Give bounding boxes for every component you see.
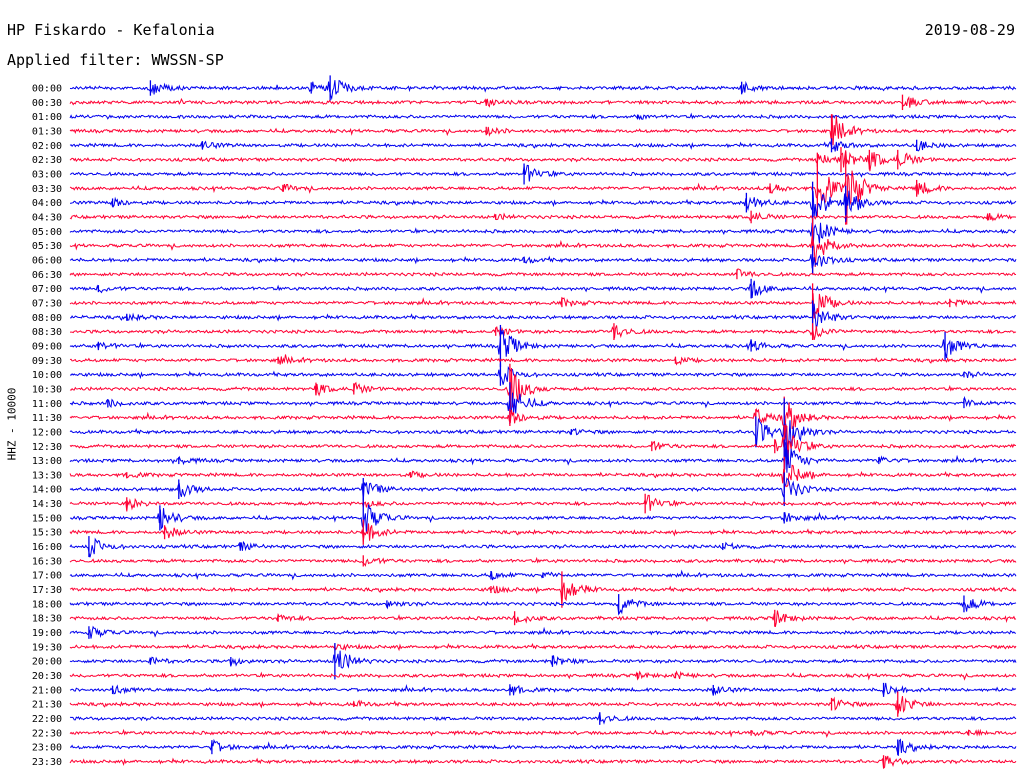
seismic-trace-row (69, 222, 1017, 249)
time-tick-label: 01:00 (32, 112, 62, 123)
time-tick-label: 21:30 (32, 700, 62, 711)
time-tick-label: 06:00 (32, 255, 62, 266)
time-tick-label: 07:30 (32, 298, 62, 309)
seismic-trace-row (69, 392, 1017, 414)
seismic-trace-row (69, 523, 1017, 542)
seismic-trace-row (69, 79, 1017, 101)
seismic-trace-row (69, 280, 1017, 298)
time-tick-label: 06:30 (32, 270, 62, 281)
time-tick-label: 03:30 (32, 184, 62, 195)
time-tick-label: 20:00 (32, 657, 62, 668)
seismic-trace-row (69, 211, 1017, 222)
time-tick-label: 13:30 (32, 470, 62, 481)
time-tick-label: 04:30 (32, 212, 62, 223)
seismic-trace-row (69, 625, 1017, 639)
seismic-trace-row (69, 696, 1017, 714)
time-tick-label: 09:00 (32, 341, 62, 352)
seismic-trace-row (69, 442, 1017, 473)
time-tick-label: 14:00 (32, 485, 62, 496)
time-tick-label: 12:00 (32, 427, 62, 438)
seismic-trace-row (69, 114, 1017, 146)
time-tick-label: 21:00 (32, 685, 62, 696)
seismic-trace-row (69, 254, 1017, 269)
seismic-trace-row (69, 464, 1017, 488)
seismic-trace-row (69, 402, 1017, 440)
time-tick-label: 08:30 (32, 327, 62, 338)
seismic-trace-row (69, 537, 1017, 558)
seismic-trace-row (69, 712, 1017, 725)
time-tick-label: 09:30 (32, 356, 62, 367)
time-tick-label: 07:00 (32, 284, 62, 295)
time-tick-label: 03:00 (32, 169, 62, 180)
time-tick-label: 02:30 (32, 155, 62, 166)
time-tick-label: 15:30 (32, 528, 62, 539)
seismic-trace-row (69, 112, 1017, 121)
time-tick-label: 23:30 (32, 757, 62, 768)
seismic-trace-row (69, 670, 1017, 681)
time-tick-label: 10:30 (32, 384, 62, 395)
time-tick-label: 05:00 (32, 227, 62, 238)
time-tick-label: 19:30 (32, 642, 62, 653)
seismic-trace-row (69, 354, 1017, 366)
time-tick-label: 17:00 (32, 571, 62, 582)
seismic-trace-row (69, 367, 1017, 410)
seismic-trace-row (70, 738, 1017, 756)
seismic-trace-row (69, 424, 1017, 465)
time-tick-label: 05:30 (32, 241, 62, 252)
time-tick-label: 19:00 (32, 628, 62, 639)
time-tick-label: 10:00 (32, 370, 62, 381)
time-tick-label: 01:30 (32, 126, 62, 137)
time-tick-label: 00:30 (32, 98, 62, 109)
time-tick-label: 08:00 (32, 313, 62, 324)
time-tick-label: 04:00 (32, 198, 62, 209)
station-title: HP Fiskardo - Kefalonia (7, 21, 215, 39)
record-date: 2019-08-29 (924, 21, 1015, 39)
seismic-trace-row (69, 268, 1017, 278)
time-tick-label: 20:30 (32, 671, 62, 682)
time-tick-label: 14:30 (32, 499, 62, 510)
seismic-trace-row (69, 329, 1017, 359)
applied-filter: Applied filter: WWSSN-SP (7, 51, 224, 69)
seismic-trace-row (69, 504, 1017, 534)
time-tick-label: 15:00 (32, 513, 62, 524)
seismic-trace-row (69, 236, 1017, 268)
seismic-trace-row (69, 642, 1017, 652)
seismic-trace-row (69, 582, 1017, 606)
time-tick-label: 22:30 (32, 728, 62, 739)
seismic-trace-row (69, 598, 1017, 616)
seismic-trace-row (69, 477, 1017, 502)
seismic-trace-row (69, 150, 1017, 172)
seismic-trace-row (70, 190, 1017, 223)
seismic-trace-row (69, 728, 1017, 738)
seismic-trace-row (69, 682, 1017, 696)
time-tick-label: 18:30 (32, 614, 62, 625)
seismic-trace-row (69, 95, 1017, 108)
seismic-trace-row (69, 293, 1017, 319)
seismic-trace-row (69, 170, 1017, 225)
time-tick-label: 23:00 (32, 743, 62, 754)
time-tick-label: 11:30 (32, 413, 62, 424)
seismic-trace-row (69, 650, 1017, 669)
seismic-trace-row (69, 556, 1017, 567)
time-tick-label: 17:30 (32, 585, 62, 596)
time-tick-label: 12:30 (32, 442, 62, 453)
seismic-trace-row (70, 303, 1016, 329)
seismic-trace-row (69, 140, 1017, 152)
time-tick-label: 18:00 (32, 599, 62, 610)
seismic-trace-row (69, 365, 1017, 385)
seismic-trace-row (69, 418, 1017, 459)
seismic-trace-row (69, 494, 1017, 512)
seismic-trace-row (70, 325, 1017, 341)
time-tick-label: 00:00 (32, 84, 62, 95)
seismic-trace-row (69, 610, 1017, 628)
seismic-trace-row (69, 164, 1017, 182)
time-tick-label: 16:00 (32, 542, 62, 553)
time-tick-label: 16:30 (32, 556, 62, 567)
time-tick-label: 11:00 (32, 399, 62, 410)
seismic-trace-row (69, 755, 1017, 770)
time-tick-label: 02:00 (32, 141, 62, 152)
time-tick-label: 22:00 (32, 714, 62, 725)
time-tick-label: 13:00 (32, 456, 62, 467)
